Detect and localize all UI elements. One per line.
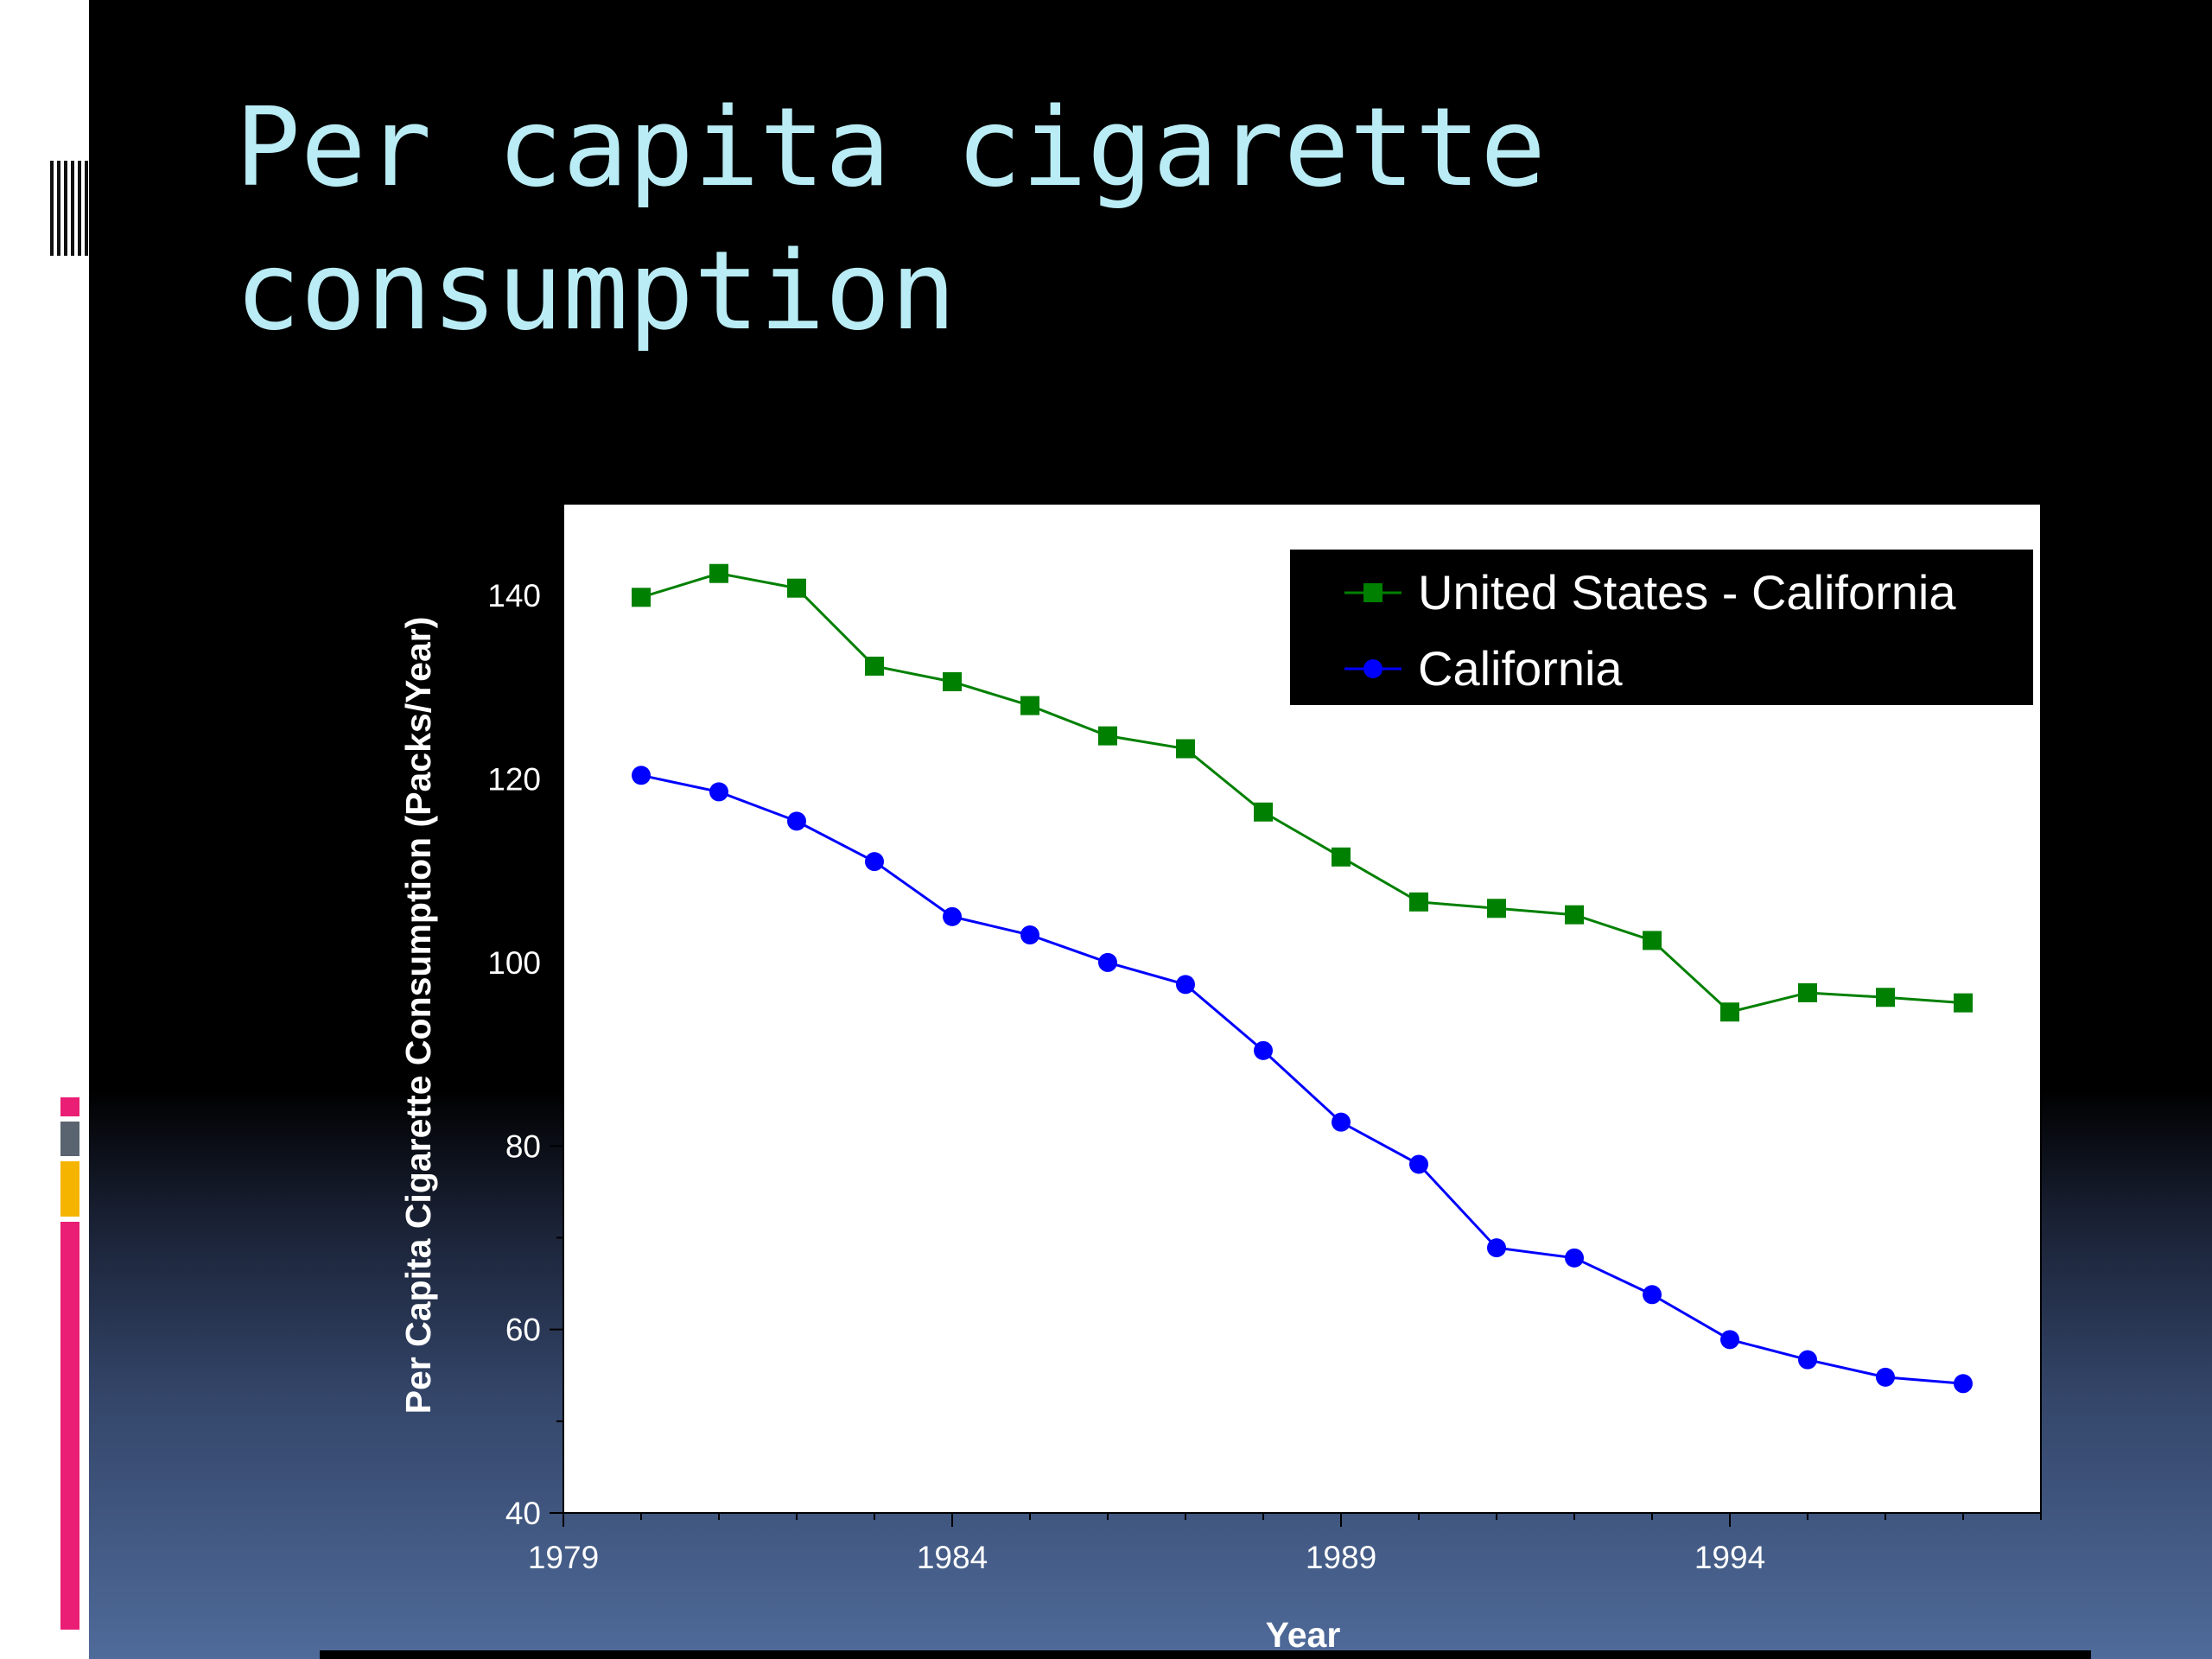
data-point-square: [1720, 1002, 1739, 1022]
data-point-square: [1487, 899, 1506, 918]
y-tick-label: 80: [505, 1128, 541, 1164]
data-point-square: [943, 671, 962, 691]
accent-bar-gray: [60, 1122, 79, 1156]
y-tick-label: 140: [487, 578, 541, 613]
data-point-circle: [1254, 1040, 1273, 1060]
y-tick-label: 60: [505, 1313, 541, 1348]
data-point-circle: [709, 782, 728, 802]
data-point-circle: [1954, 1374, 1973, 1394]
bottom-dark-bar: [320, 1650, 2091, 1659]
data-point-circle: [1098, 952, 1117, 972]
y-tick-label: 100: [487, 945, 541, 981]
x-axis-label: Year: [1266, 1615, 1341, 1655]
slide-thumbnail-strip: [0, 0, 89, 1659]
series-line-1: [640, 773, 1964, 1385]
data-point-square: [1176, 739, 1195, 759]
legend-marker-square: [1363, 583, 1382, 602]
data-point-square: [1565, 905, 1584, 925]
data-point-circle: [1876, 1367, 1895, 1387]
y-tick-label: 40: [505, 1496, 541, 1531]
y-tick-label: 120: [487, 762, 541, 798]
x-tick-label: 1979: [528, 1540, 599, 1575]
data-point-square: [787, 578, 806, 598]
data-point-square: [1098, 726, 1117, 746]
data-point-circle: [1798, 1350, 1817, 1370]
data-point-circle: [787, 811, 806, 831]
accent-bar-pink: [60, 1222, 79, 1630]
legend-marker-circle: [1363, 659, 1382, 678]
data-point-circle: [1720, 1330, 1739, 1350]
x-tick-label: 1989: [1306, 1540, 1376, 1575]
legend-label: United States - California: [1418, 565, 1956, 620]
data-point-square: [1954, 993, 1973, 1013]
data-point-circle: [1332, 1112, 1351, 1132]
data-point-circle: [1409, 1154, 1428, 1174]
decorative-lines: [50, 161, 88, 256]
data-point-square: [1020, 696, 1039, 715]
data-point-square: [1798, 982, 1817, 1002]
data-point-square: [632, 588, 651, 607]
x-tick-label: 1994: [1694, 1540, 1765, 1575]
data-point-circle: [1176, 975, 1195, 995]
slide-title: Per capita cigarette consumption: [235, 84, 1547, 354]
series-line-0: [640, 572, 1964, 1014]
data-point-square: [865, 656, 884, 676]
data-point-square: [1876, 988, 1895, 1007]
data-point-circle: [1020, 925, 1039, 945]
data-point-circle: [865, 852, 884, 872]
data-point-square: [1254, 802, 1273, 822]
x-tick-label: 1984: [917, 1540, 988, 1575]
accent-bar-pink-small: [60, 1097, 79, 1116]
data-point-circle: [943, 906, 962, 926]
data-point-square: [1409, 892, 1428, 912]
data-point-circle: [632, 766, 651, 785]
data-point-square: [1643, 931, 1662, 950]
y-axis-label: Per Capita Cigarette Consumption (Packs/…: [398, 617, 438, 1414]
data-point-circle: [1643, 1285, 1662, 1305]
accent-bar-orange: [60, 1161, 79, 1217]
legend-box: [1290, 550, 2033, 705]
legend-label: California: [1418, 641, 1623, 696]
data-point-square: [709, 563, 728, 583]
data-point-square: [1332, 847, 1351, 867]
data-point-circle: [1565, 1248, 1584, 1268]
data-point-circle: [1487, 1238, 1506, 1258]
